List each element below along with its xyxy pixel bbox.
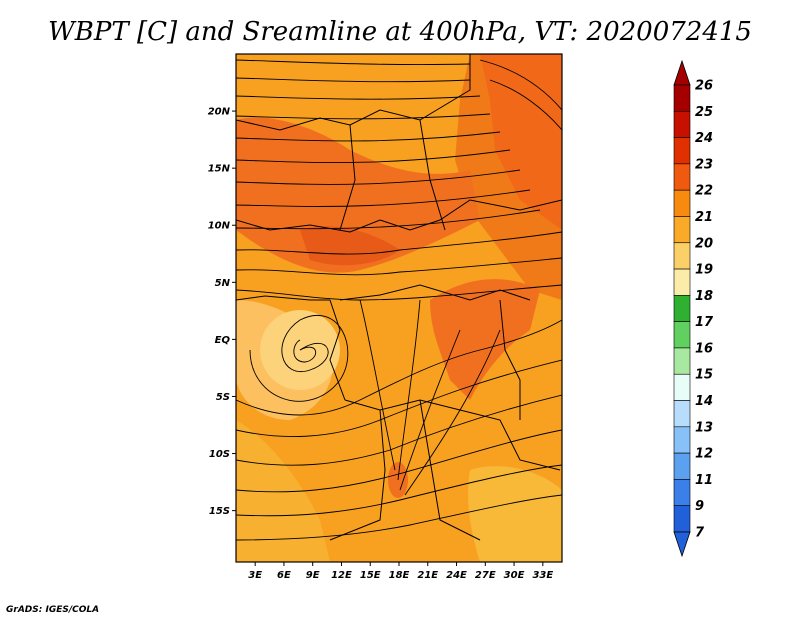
lat-tick-label: EQ <box>215 335 231 346</box>
colorbar-swatch <box>673 110 691 138</box>
figure-title: WBPT [C] and Sreamline at 400hPa, VT: 20… <box>48 17 752 47</box>
lat-tick-label: 15N <box>208 164 231 175</box>
colorbar-swatch <box>673 505 691 533</box>
colorbar-swatch <box>673 321 691 349</box>
colorbar-label: 20 <box>695 236 713 251</box>
lon-tick-label: 6E <box>277 570 291 581</box>
colorbar-swatch <box>673 189 691 217</box>
lon-tick-label: 12E <box>331 570 352 581</box>
lon-tick-label: 21E <box>417 570 438 581</box>
colorbar-swatch <box>673 400 691 428</box>
lon-tick-label: 15E <box>360 570 381 581</box>
colorbar-swatch <box>673 295 691 322</box>
lon-tick-label: 27E <box>475 570 496 581</box>
colorbar-label: 22 <box>695 184 713 199</box>
colorbar-top-arrow <box>673 59 691 86</box>
colorbar-label: 15 <box>695 368 713 383</box>
colorbar-label: 21 <box>695 210 713 225</box>
colorbar-label: 26 <box>695 79 713 94</box>
colorbar-swatch <box>673 426 691 454</box>
wbpt-field <box>236 54 562 562</box>
colorbar-label: 18 <box>695 289 713 304</box>
colorbar-bottom-arrow <box>673 531 691 558</box>
colorbar-swatch <box>673 242 691 270</box>
country-borders <box>236 54 562 541</box>
colorbar-swatch <box>673 163 691 191</box>
colorbar-swatch <box>673 216 691 244</box>
latitude-ticks: 20N 15N 10N 5N EQ 5S 10S 15S <box>208 107 236 517</box>
lat-tick-label: 20N <box>208 107 231 118</box>
lat-tick-label: 15S <box>209 506 230 517</box>
credit-label: GrADS: IGES/COLA <box>6 605 99 615</box>
colorbar-label: 9 <box>695 499 704 514</box>
colorbar: 26 25 24 23 22 21 20 19 18 17 16 15 14 13 12 11 9 7 <box>673 59 714 558</box>
lon-tick-label: 3E <box>248 570 262 581</box>
colorbar-swatch <box>673 479 691 507</box>
lon-tick-label: 33E <box>532 570 553 581</box>
colorbar-swatch <box>673 268 691 296</box>
colorbar-swatch <box>673 452 691 480</box>
colorbar-swatch <box>673 347 691 375</box>
colorbar-label: 7 <box>695 526 705 541</box>
streamlines <box>236 59 562 541</box>
colorbar-label: 14 <box>695 394 713 409</box>
colorbar-swatch <box>673 373 691 401</box>
lat-tick-label: 10N <box>208 221 231 232</box>
lat-tick-label: 5N <box>215 278 231 289</box>
lat-tick-label: 5S <box>216 392 230 403</box>
lat-tick-label: 10S <box>209 449 230 460</box>
colorbar-label: 19 <box>695 263 713 278</box>
colorbar-label: 17 <box>695 315 714 330</box>
colorbar-swatch <box>673 84 691 112</box>
colorbar-label: 12 <box>695 447 713 462</box>
colorbar-label: 13 <box>695 420 713 435</box>
lon-tick-label: 18E <box>389 570 410 581</box>
colorbar-label: 16 <box>695 341 713 356</box>
colorbar-label: 25 <box>695 105 713 120</box>
colorbar-swatch <box>673 137 691 165</box>
longitude-ticks: 3E 6E 9E 12E 15E 18E 21E 24E 27E 30E 33E <box>248 562 553 581</box>
colorbar-label: 24 <box>695 131 713 146</box>
lon-tick-label: 24E <box>446 570 467 581</box>
colorbar-label: 11 <box>695 473 713 488</box>
lon-tick-label: 9E <box>306 570 320 581</box>
colorbar-label: 23 <box>695 157 713 172</box>
lon-tick-label: 30E <box>504 570 525 581</box>
